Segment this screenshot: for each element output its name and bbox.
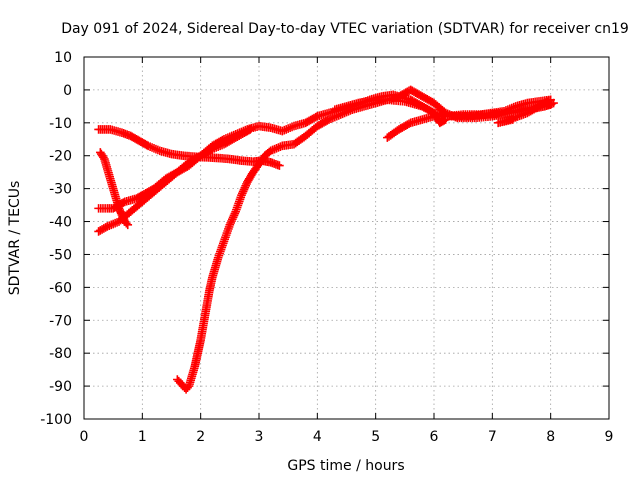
data-series [94, 125, 255, 236]
data-point [508, 115, 518, 124]
data-point [245, 125, 255, 134]
data-series [383, 95, 555, 142]
tick-layer: 0 1 2 3 4 5 6 7 8 9 10 0 -10 -20 -30 -40 -50 -60 -70 -80 -90… [40, 50, 613, 445]
y-tick-label: -30 [49, 182, 72, 198]
x-tick-label: 6 [430, 429, 439, 445]
plot-frame [83, 56, 610, 420]
y-tick-label: -50 [49, 247, 72, 263]
grid-layer [84, 57, 609, 419]
y-tick-label: -20 [49, 149, 72, 165]
data-point [123, 220, 133, 230]
x-tick-label: 9 [605, 429, 614, 445]
y-tick-label: -80 [49, 346, 72, 362]
data-point [275, 161, 284, 170]
x-tick-label: 3 [255, 429, 264, 445]
y-axis-label: SDTVAR / TECUs [7, 181, 23, 296]
y-tick-label: -60 [49, 280, 72, 296]
x-tick-label: 5 [371, 429, 380, 445]
y-tick-label: -100 [40, 412, 72, 428]
y-tick-label: -70 [49, 313, 72, 329]
y-tick-label: -10 [49, 116, 72, 132]
x-tick-label: 2 [196, 429, 205, 445]
x-tick-label: 7 [488, 429, 497, 445]
x-tick-label: 8 [546, 429, 555, 445]
y-tick-label: -90 [49, 379, 72, 395]
data-series [96, 148, 133, 230]
data-series [330, 95, 450, 128]
y-tick-label: -40 [49, 215, 72, 231]
x-axis-label: GPS time / hours [287, 458, 404, 474]
data-points-layer [94, 85, 558, 394]
data-point [244, 125, 254, 135]
y-tick-label: 10 [54, 50, 72, 66]
x-tick-label: 0 [80, 429, 89, 445]
chart-title: Day 091 of 2024, Sidereal Day-to-day VTE… [61, 21, 629, 37]
x-tick-label: 4 [313, 429, 322, 445]
y-tick-label: 0 [63, 83, 72, 99]
x-tick-label: 1 [138, 429, 147, 445]
